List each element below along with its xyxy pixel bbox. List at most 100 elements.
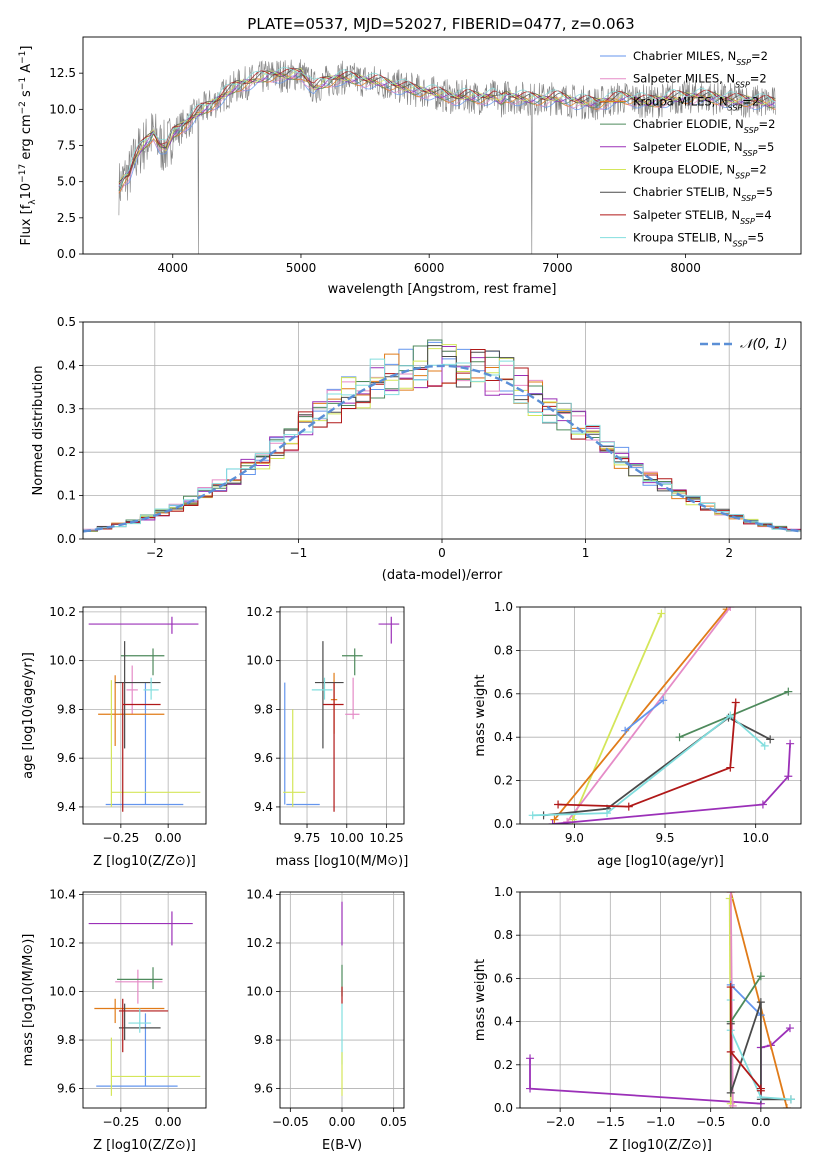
y-axis-label: Flux [fλ10−17 erg cm−2 s−1 A−1] (18, 46, 38, 246)
x-axis-label: wavelength [Angstrom, rest frame] (328, 282, 557, 297)
legend-label: Chabrier STELIB, NSSP=5 (633, 185, 773, 203)
legend-name: Kroupa MILES, N (633, 94, 728, 108)
legend-sub: SSP (743, 148, 758, 157)
weight-line (730, 975, 762, 1023)
weight-marker (621, 726, 630, 735)
weight-marker (659, 696, 668, 705)
axes-frame (82, 36, 802, 255)
x-tick-label: 0.00 (329, 1115, 356, 1129)
weight-marker (786, 739, 795, 748)
x-axis-label: Z [log10(Z/Z⊙)] (93, 1138, 196, 1153)
y-tick-label: 10.0 (246, 985, 273, 999)
y-tick-label: 10.0 (49, 102, 76, 116)
weight-line (543, 716, 771, 817)
axes-frame (279, 891, 405, 1109)
legend-label: 𝒩(0, 1) (740, 337, 787, 352)
y-axis-label: Normed distribution (31, 366, 46, 496)
weight-marker (760, 741, 769, 750)
x-tick-label: 1 (582, 546, 590, 560)
x-tick-label: 2 (725, 546, 733, 560)
axes-frame (519, 891, 802, 1109)
observed-spectrum-line (118, 59, 776, 254)
model-line (118, 68, 776, 183)
x-tick-label: 9.0 (565, 831, 584, 845)
y-tick-label: 0.4 (494, 730, 513, 744)
x-tick-label: −2 (146, 546, 164, 560)
weight-marker (726, 711, 735, 720)
legend-label: Kroupa MILES, NSSP=2 (633, 94, 759, 112)
y-tick-label: 9.4 (254, 800, 273, 814)
y-axis-label: mass weight (473, 959, 488, 1041)
y-label-part: Flux [f (19, 204, 34, 245)
legend-sub: SSP (728, 103, 743, 112)
x-tick-label: 0.0 (751, 1115, 770, 1129)
y-tick-label: 9.8 (254, 702, 273, 716)
weight-marker (603, 809, 612, 818)
weight-line (532, 714, 766, 817)
weight-marker (731, 698, 740, 707)
weight-marker (726, 1088, 735, 1097)
legend-count: =5 (747, 231, 764, 245)
weight-line (571, 613, 663, 821)
weight-marker (675, 733, 684, 742)
y-tick-label: 10.0 (49, 654, 76, 668)
weight-marker (782, 1104, 791, 1108)
legend-label: Chabrier MILES, NSSP=2 (633, 49, 768, 67)
weight-marker (725, 894, 734, 903)
legend-label: Salpeter ELODIE, NSSP=5 (633, 140, 774, 158)
legend-name: Kroupa ELODIE, N (633, 163, 735, 177)
y-tick-label: 0.2 (57, 445, 76, 459)
y-label-part: −1 (18, 51, 28, 64)
legend-sub: SSP (735, 80, 750, 89)
weight-marker (657, 609, 666, 618)
y-tick-label: 1.0 (494, 600, 513, 614)
weight-marker (726, 763, 735, 772)
y-tick-label: 10.0 (49, 985, 76, 999)
y-tick-label: 0.1 (57, 489, 76, 503)
x-axis-label: age [log10(age/yr)] (597, 854, 724, 869)
weight-plot (526, 892, 795, 1108)
y-label-part: −17 (18, 164, 28, 183)
x-tick-label: −0.05 (272, 1115, 309, 1129)
x-tick-label: −0.5 (696, 1115, 725, 1129)
legend-name: Salpeter ELODIE, N (633, 140, 743, 154)
legend-count: =2 (750, 72, 767, 86)
weight-marker (756, 1086, 765, 1095)
model-line (118, 66, 776, 187)
x-tick-label: −1.5 (596, 1115, 625, 1129)
legend-count: =4 (755, 208, 772, 222)
model-line (118, 67, 776, 185)
weight-line (729, 892, 734, 1106)
weight-marker (784, 772, 793, 781)
legend-name: Chabrier ELODIE, N (633, 117, 744, 131)
y-tick-label: 9.6 (57, 1082, 76, 1096)
y-tick-label: 0.5 (57, 315, 76, 329)
x-tick-label: 8000 (670, 261, 701, 275)
legend-name: Chabrier MILES, N (633, 49, 736, 63)
normal-curve (83, 364, 801, 533)
y-tick-label: 0.0 (494, 1101, 513, 1115)
y-tick-label: 0.4 (494, 1015, 513, 1029)
y-tick-label: 9.6 (57, 751, 76, 765)
axes-frame (82, 891, 207, 1109)
legend-sub: SSP (744, 126, 759, 135)
weight-marker (526, 1054, 535, 1063)
weight-marker (784, 687, 793, 696)
y-tick-label: 0.2 (494, 1058, 513, 1072)
y-tick-label: 0.8 (494, 928, 513, 942)
x-axis-label: (data-model)/error (382, 568, 503, 583)
weight-line (553, 608, 728, 821)
x-tick-label: −0.25 (102, 1115, 139, 1129)
y-tick-label: 9.8 (254, 1033, 273, 1047)
x-tick-label: 7000 (542, 261, 573, 275)
y-tick-label: 10.2 (49, 936, 76, 950)
y-tick-label: 9.6 (254, 1082, 273, 1096)
y-tick-label: 0.0 (494, 817, 513, 831)
x-tick-label: 9.5 (655, 831, 674, 845)
y-axis-label: mass weight (473, 674, 488, 756)
y-tick-label: 2.5 (57, 211, 76, 225)
y-tick-label: 12.5 (49, 66, 76, 80)
x-tick-label: 0.05 (380, 1115, 407, 1129)
x-tick-label: 0 (438, 546, 446, 560)
y-tick-label: 10.4 (246, 887, 273, 901)
